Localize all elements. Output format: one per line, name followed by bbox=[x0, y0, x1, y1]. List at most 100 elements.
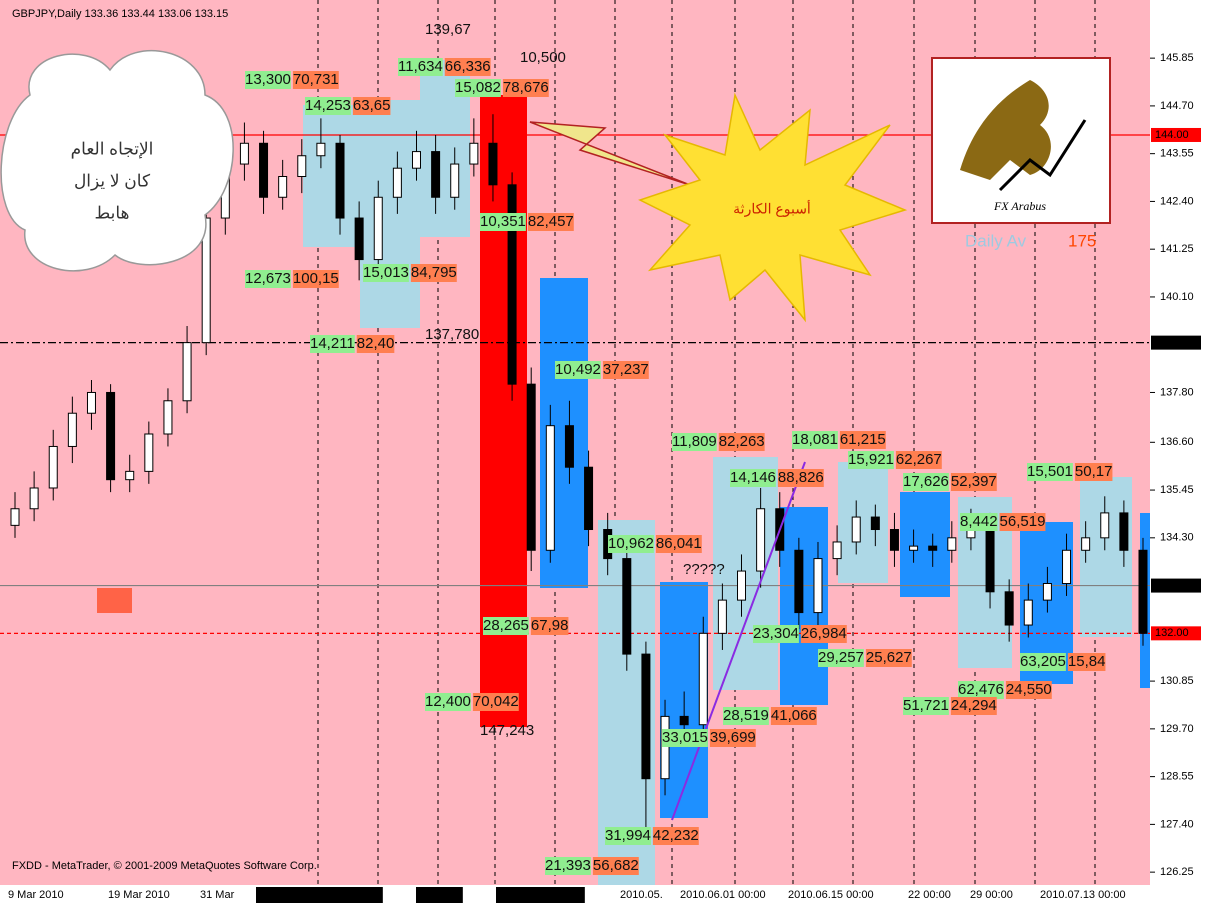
logo: FX Arabus bbox=[931, 57, 1111, 224]
chart-title: GBPJPY,Daily 133.36 133.44 133.06 133.15 bbox=[12, 8, 228, 20]
x-tick-label: 9 Mar 2010 bbox=[8, 889, 64, 901]
level-badge bbox=[1151, 127, 1201, 142]
label-bg-green bbox=[730, 469, 776, 487]
weekly-label: 82,457 bbox=[528, 213, 574, 230]
x-tick-label: 31 Mar bbox=[200, 889, 235, 901]
label-bg-red bbox=[655, 535, 702, 553]
y-tick-label: 129.70 bbox=[1160, 723, 1194, 735]
label-bg-red bbox=[502, 79, 549, 97]
y-tick-label: 126.25 bbox=[1160, 866, 1194, 878]
label-bg-green bbox=[480, 213, 526, 231]
cloud-text: الإتجاه العام bbox=[71, 139, 154, 159]
candle-body bbox=[431, 151, 441, 198]
label-bg-green bbox=[958, 681, 1004, 699]
weekly-label: 15,501 bbox=[1027, 463, 1073, 480]
x-tick-label: 22 00:00 bbox=[908, 889, 951, 901]
weekly-label: 62,476 bbox=[958, 681, 1004, 698]
candle-body bbox=[717, 599, 727, 634]
note: 137,780 bbox=[425, 326, 479, 343]
label-bg-red bbox=[410, 264, 457, 282]
x-tick-label: 2010.05.11 00:00 bbox=[498, 889, 583, 901]
label-bg-green bbox=[672, 433, 717, 451]
weekly-label: 63,205 bbox=[1020, 653, 1066, 670]
y-tick-label: 140.10 bbox=[1160, 291, 1194, 303]
candle-body bbox=[1119, 512, 1129, 551]
candle-body bbox=[526, 383, 536, 551]
daily-av-value: 175 bbox=[1068, 231, 1096, 250]
x-tick-label: 20 00:00 bbox=[338, 889, 381, 901]
label-bg-red bbox=[800, 625, 847, 643]
candle-body bbox=[67, 412, 77, 447]
x-tick-label: 2010.05. bbox=[620, 889, 663, 901]
level-badge bbox=[1151, 335, 1201, 350]
candle-body bbox=[889, 529, 899, 551]
weekly-label: 37,237 bbox=[603, 361, 649, 378]
candle-body bbox=[163, 400, 173, 435]
weekly-label: 21,393 bbox=[545, 857, 591, 874]
weekly-label: 15,082 bbox=[455, 79, 501, 96]
level-badge bbox=[1151, 578, 1201, 593]
weekly-label: 62,267 bbox=[896, 451, 942, 468]
candle-body bbox=[813, 558, 823, 614]
candle-body bbox=[450, 163, 460, 198]
candle-body bbox=[469, 142, 479, 165]
note: 139,67 bbox=[425, 21, 471, 38]
label-bg-green bbox=[245, 270, 291, 288]
weekly-label: 56,682 bbox=[593, 857, 639, 874]
candle-body bbox=[10, 508, 20, 526]
level-label: 133.15 bbox=[1155, 579, 1189, 591]
label-bg-green bbox=[608, 535, 654, 553]
candle-body bbox=[48, 445, 58, 489]
candle-body bbox=[182, 342, 192, 402]
candle-body bbox=[660, 715, 670, 780]
label-bg-green bbox=[1027, 463, 1073, 481]
label-bg-red bbox=[777, 469, 824, 487]
weekly-label: 12,673 bbox=[245, 270, 291, 287]
label-bg-red bbox=[950, 697, 997, 715]
weekly-label: 78,676 bbox=[503, 79, 549, 96]
label-bg-green bbox=[848, 451, 894, 469]
candle-body bbox=[1004, 591, 1014, 626]
label-bg-green bbox=[662, 729, 708, 747]
label-bg-green bbox=[555, 361, 601, 379]
y-tick-label: 141.25 bbox=[1160, 243, 1194, 255]
weekly-label: 10,492 bbox=[555, 361, 601, 378]
cloud-text: هابط bbox=[94, 203, 129, 222]
label-bg-red bbox=[1074, 463, 1113, 481]
candle-body bbox=[928, 545, 938, 551]
candle-body bbox=[545, 425, 555, 551]
callout: أسبوع الكارثة bbox=[529, 92, 908, 323]
candle-body bbox=[1081, 537, 1091, 551]
weekly-label: 18,081 bbox=[792, 431, 838, 448]
weekly-label: 15,84 bbox=[1068, 653, 1106, 670]
weekly-label: 14,253 bbox=[305, 97, 351, 114]
label-bg-red bbox=[356, 335, 395, 353]
candle-body bbox=[354, 217, 364, 261]
y-tick-label: 144.70 bbox=[1160, 100, 1194, 112]
x-tick-label: 2010.04.13 00:00 bbox=[258, 889, 344, 901]
x-tick-label: 2010.07.13 00:00 bbox=[1040, 889, 1126, 901]
candle-body bbox=[297, 155, 307, 178]
weekly-label: 17,626 bbox=[903, 473, 949, 490]
label-bg-green bbox=[425, 693, 471, 711]
label-bg-red bbox=[472, 693, 519, 711]
label-bg-red bbox=[709, 729, 756, 747]
weekly-label: 42,232 bbox=[653, 827, 699, 844]
weekly-label: 28,519 bbox=[723, 707, 769, 724]
weekly-label: 86,041 bbox=[656, 535, 702, 552]
level-badge bbox=[1151, 626, 1201, 641]
weekly-label: 28,265 bbox=[483, 617, 529, 634]
marker-box bbox=[97, 588, 132, 613]
candle-body bbox=[794, 549, 804, 614]
x-tick-label: 27 00:00 bbox=[418, 889, 461, 901]
label-bg-red bbox=[999, 513, 1046, 531]
weekly-label: 100,15 bbox=[293, 270, 339, 287]
y-tick-label: 145.85 bbox=[1160, 52, 1194, 64]
weekly-label: 10,962 bbox=[608, 535, 654, 552]
x-tick-label: 2010.06.01 00:00 bbox=[680, 889, 766, 901]
candle-body bbox=[1100, 512, 1110, 539]
candle-body bbox=[1062, 549, 1072, 585]
candle-body bbox=[584, 466, 594, 531]
weekly-label: 23,304 bbox=[753, 625, 799, 642]
